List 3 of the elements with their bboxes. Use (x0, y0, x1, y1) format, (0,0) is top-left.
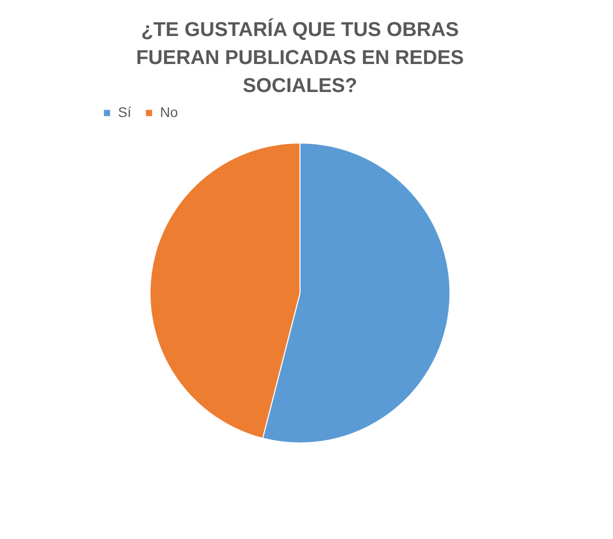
legend-label: Sí (118, 104, 132, 120)
chart-title: ¿TE GUSTARÍA QUE TUS OBRAS FUERAN PUBLICADAS EN REDES SOCIALES? (136, 18, 464, 97)
legend-label: No (160, 104, 178, 120)
